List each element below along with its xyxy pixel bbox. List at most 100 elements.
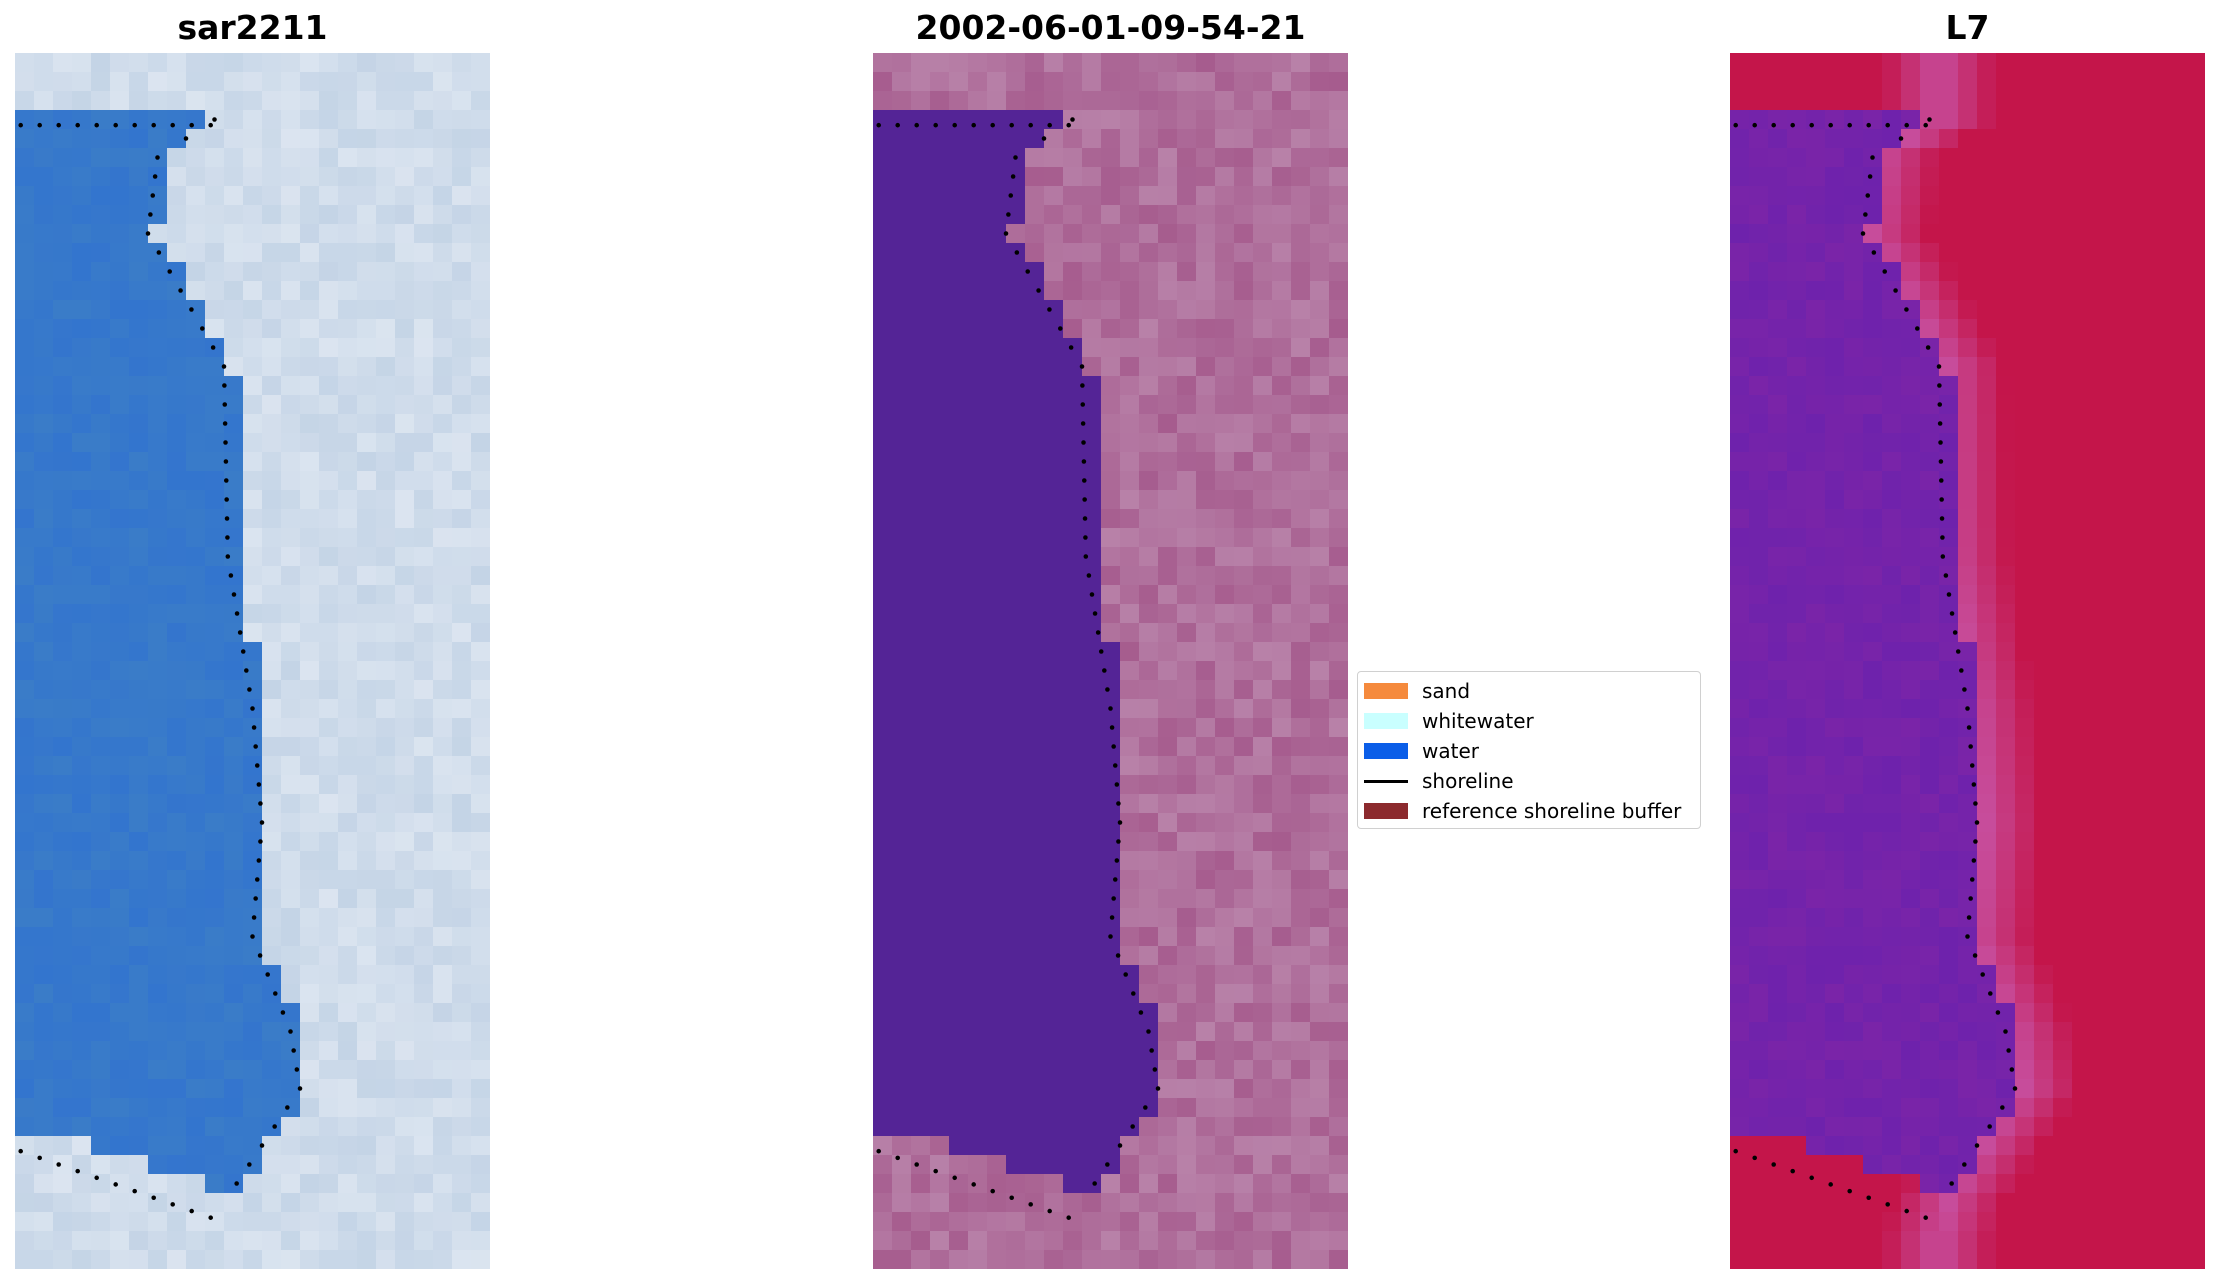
image-pixel [2015, 642, 2035, 662]
image-pixel [1063, 1136, 1083, 1156]
shoreline-dot [18, 1148, 23, 1154]
image-pixel [2053, 72, 2073, 92]
image-pixel [2053, 547, 2073, 567]
image-pixel [911, 1117, 931, 1137]
image-pixel [2129, 148, 2149, 168]
image-pixel [1082, 889, 1102, 909]
image-pixel [2034, 205, 2054, 225]
image-pixel [1082, 186, 1102, 206]
image-pixel [2110, 927, 2130, 947]
shoreline-dot [1105, 1162, 1110, 1167]
image-pixel [1825, 1231, 1845, 1251]
image-pixel [2015, 1231, 2035, 1251]
image-pixel [376, 1060, 396, 1080]
image-pixel [1920, 908, 1940, 928]
image-pixel [873, 490, 893, 510]
image-pixel [2015, 91, 2035, 111]
image-pixel [2167, 870, 2187, 890]
image-pixel [1863, 471, 1883, 491]
image-pixel [148, 813, 168, 833]
image-pixel [1768, 53, 1788, 73]
image-pixel [300, 604, 320, 624]
image-pixel [319, 357, 339, 377]
image-pixel [1158, 1117, 1178, 1137]
image-pixel [2053, 490, 2073, 510]
image-pixel [2167, 1174, 2187, 1194]
image-pixel [892, 1212, 912, 1232]
image-pixel [1272, 623, 1292, 643]
image-pixel [987, 984, 1007, 1004]
image-pixel [987, 110, 1007, 130]
image-pixel [2072, 1155, 2092, 1175]
image-pixel [1787, 1079, 1807, 1099]
image-pixel [1158, 433, 1178, 453]
image-pixel [72, 1098, 92, 1118]
image-pixel [1139, 319, 1159, 339]
image-pixel [2091, 471, 2111, 491]
image-pixel [2129, 1003, 2149, 1023]
image-pixel [167, 1174, 187, 1194]
image-pixel [892, 205, 912, 225]
image-pixel [2148, 167, 2168, 187]
image-pixel [1120, 870, 1140, 890]
image-pixel [205, 1212, 225, 1232]
image-pixel [2148, 1231, 2168, 1251]
image-pixel [2129, 433, 2149, 453]
image-pixel [167, 1022, 187, 1042]
image-pixel [1272, 490, 1292, 510]
image-pixel [34, 984, 54, 1004]
image-pixel [376, 984, 396, 1004]
image-pixel [1063, 224, 1083, 244]
image-pixel [1863, 566, 1883, 586]
image-pixel [949, 490, 969, 510]
image-pixel [1082, 471, 1102, 491]
shoreline-dot [990, 122, 995, 128]
image-pixel [1139, 889, 1159, 909]
image-pixel [1920, 262, 1940, 282]
image-pixel [2053, 1003, 2073, 1023]
shoreline-dot [1066, 122, 1071, 128]
image-pixel [186, 528, 206, 548]
image-pixel [1253, 756, 1273, 776]
image-pixel [110, 566, 130, 586]
image-pixel [1787, 946, 1807, 966]
image-pixel [224, 433, 244, 453]
image-pixel [1730, 1079, 1750, 1099]
image-pixel [1958, 756, 1978, 776]
image-pixel [2129, 1250, 2149, 1269]
image-pixel [1253, 300, 1273, 320]
shoreline-dot [151, 122, 156, 128]
image-pixel [471, 946, 490, 966]
image-pixel [1844, 661, 1864, 681]
image-pixel [15, 1212, 35, 1232]
image-pixel [1044, 148, 1064, 168]
image-pixel [2091, 1155, 2111, 1175]
image-pixel [1863, 604, 1883, 624]
image-pixel [1234, 889, 1254, 909]
image-pixel [1863, 224, 1883, 244]
image-pixel [1825, 528, 1845, 548]
image-pixel [414, 889, 434, 909]
image-pixel [2034, 889, 2054, 909]
image-pixel [1310, 737, 1330, 757]
image-pixel [243, 756, 263, 776]
image-pixel [110, 490, 130, 510]
image-pixel [873, 452, 893, 472]
image-pixel [91, 471, 111, 491]
image-pixel [129, 110, 149, 130]
image-pixel [1787, 1060, 1807, 1080]
image-pixel [1139, 1231, 1159, 1251]
image-pixel [1215, 547, 1235, 567]
image-pixel [1882, 395, 1902, 415]
image-pixel [1291, 186, 1311, 206]
image-pixel [281, 129, 301, 149]
image-pixel [91, 718, 111, 738]
image-pixel [300, 870, 320, 890]
image-pixel [300, 129, 320, 149]
image-pixel [300, 699, 320, 719]
image-pixel [2110, 1003, 2130, 1023]
image-pixel [148, 224, 168, 244]
image-pixel [1730, 604, 1750, 624]
image-pixel [1291, 832, 1311, 852]
image-pixel [186, 452, 206, 472]
